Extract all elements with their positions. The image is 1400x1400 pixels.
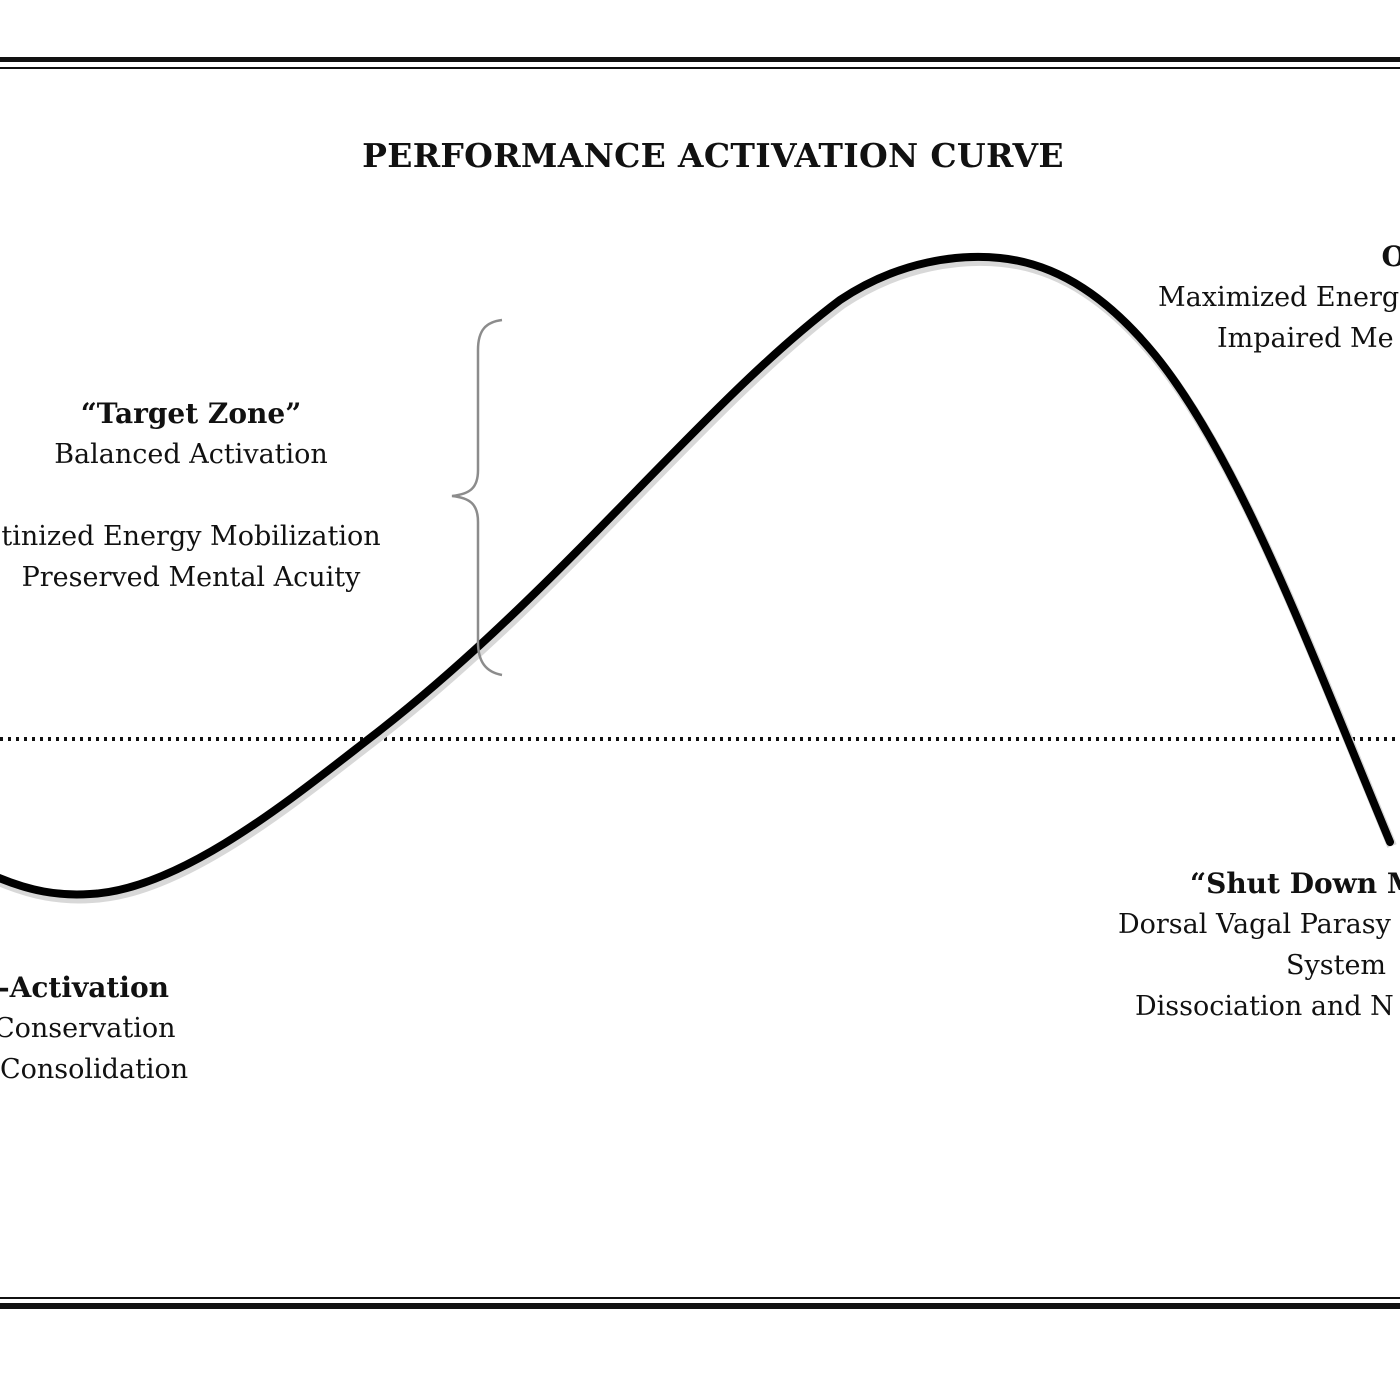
over-activation-line-1: Maximized Energ [1158,282,1400,313]
under-activation-line-2: Consolidation [0,1054,189,1085]
target-zone-line-2: tinized Energy Mobilization [1,521,381,552]
target-zone-line-3: Preserved Mental Acuity [21,562,361,593]
over-activation-label: Over-Act Maximized Energ Impaired Me [1152,236,1400,359]
target-zone-spacer [0,475,382,516]
shut-down-line-3: Dissociation and N [1135,991,1394,1022]
target-zone-label: “Target Zone” Balanced Activation tinize… [0,393,382,598]
top-border-inner [0,67,1400,69]
bottom-border-outer [0,1303,1400,1309]
shut-down-line-1: Dorsal Vagal Parasy [1118,909,1391,940]
under-activation-label: -Activation Conservation Consolidation [0,967,232,1090]
target-zone-brace [451,318,503,677]
target-zone-line-1: Balanced Activation [54,439,328,470]
over-activation-heading: Over-Act [1381,240,1400,273]
target-zone-heading: “Target Zone” [80,397,302,430]
over-activation-line-2: Impaired Me [1217,323,1394,354]
under-activation-line-1: Conservation [0,1013,176,1044]
activation-curve [0,252,1394,899]
diagram-title: PERFORMANCE ACTIVATION CURVE [362,136,1064,175]
bottom-border-inner [0,1297,1400,1299]
under-activation-heading: -Activation [0,971,169,1004]
shut-down-line-2: System [1286,950,1387,981]
top-border-outer [0,57,1400,62]
shut-down-heading: “Shut Down M [1190,867,1400,900]
shut-down-label: “Shut Down M Dorsal Vagal Parasy System … [1115,863,1400,1027]
